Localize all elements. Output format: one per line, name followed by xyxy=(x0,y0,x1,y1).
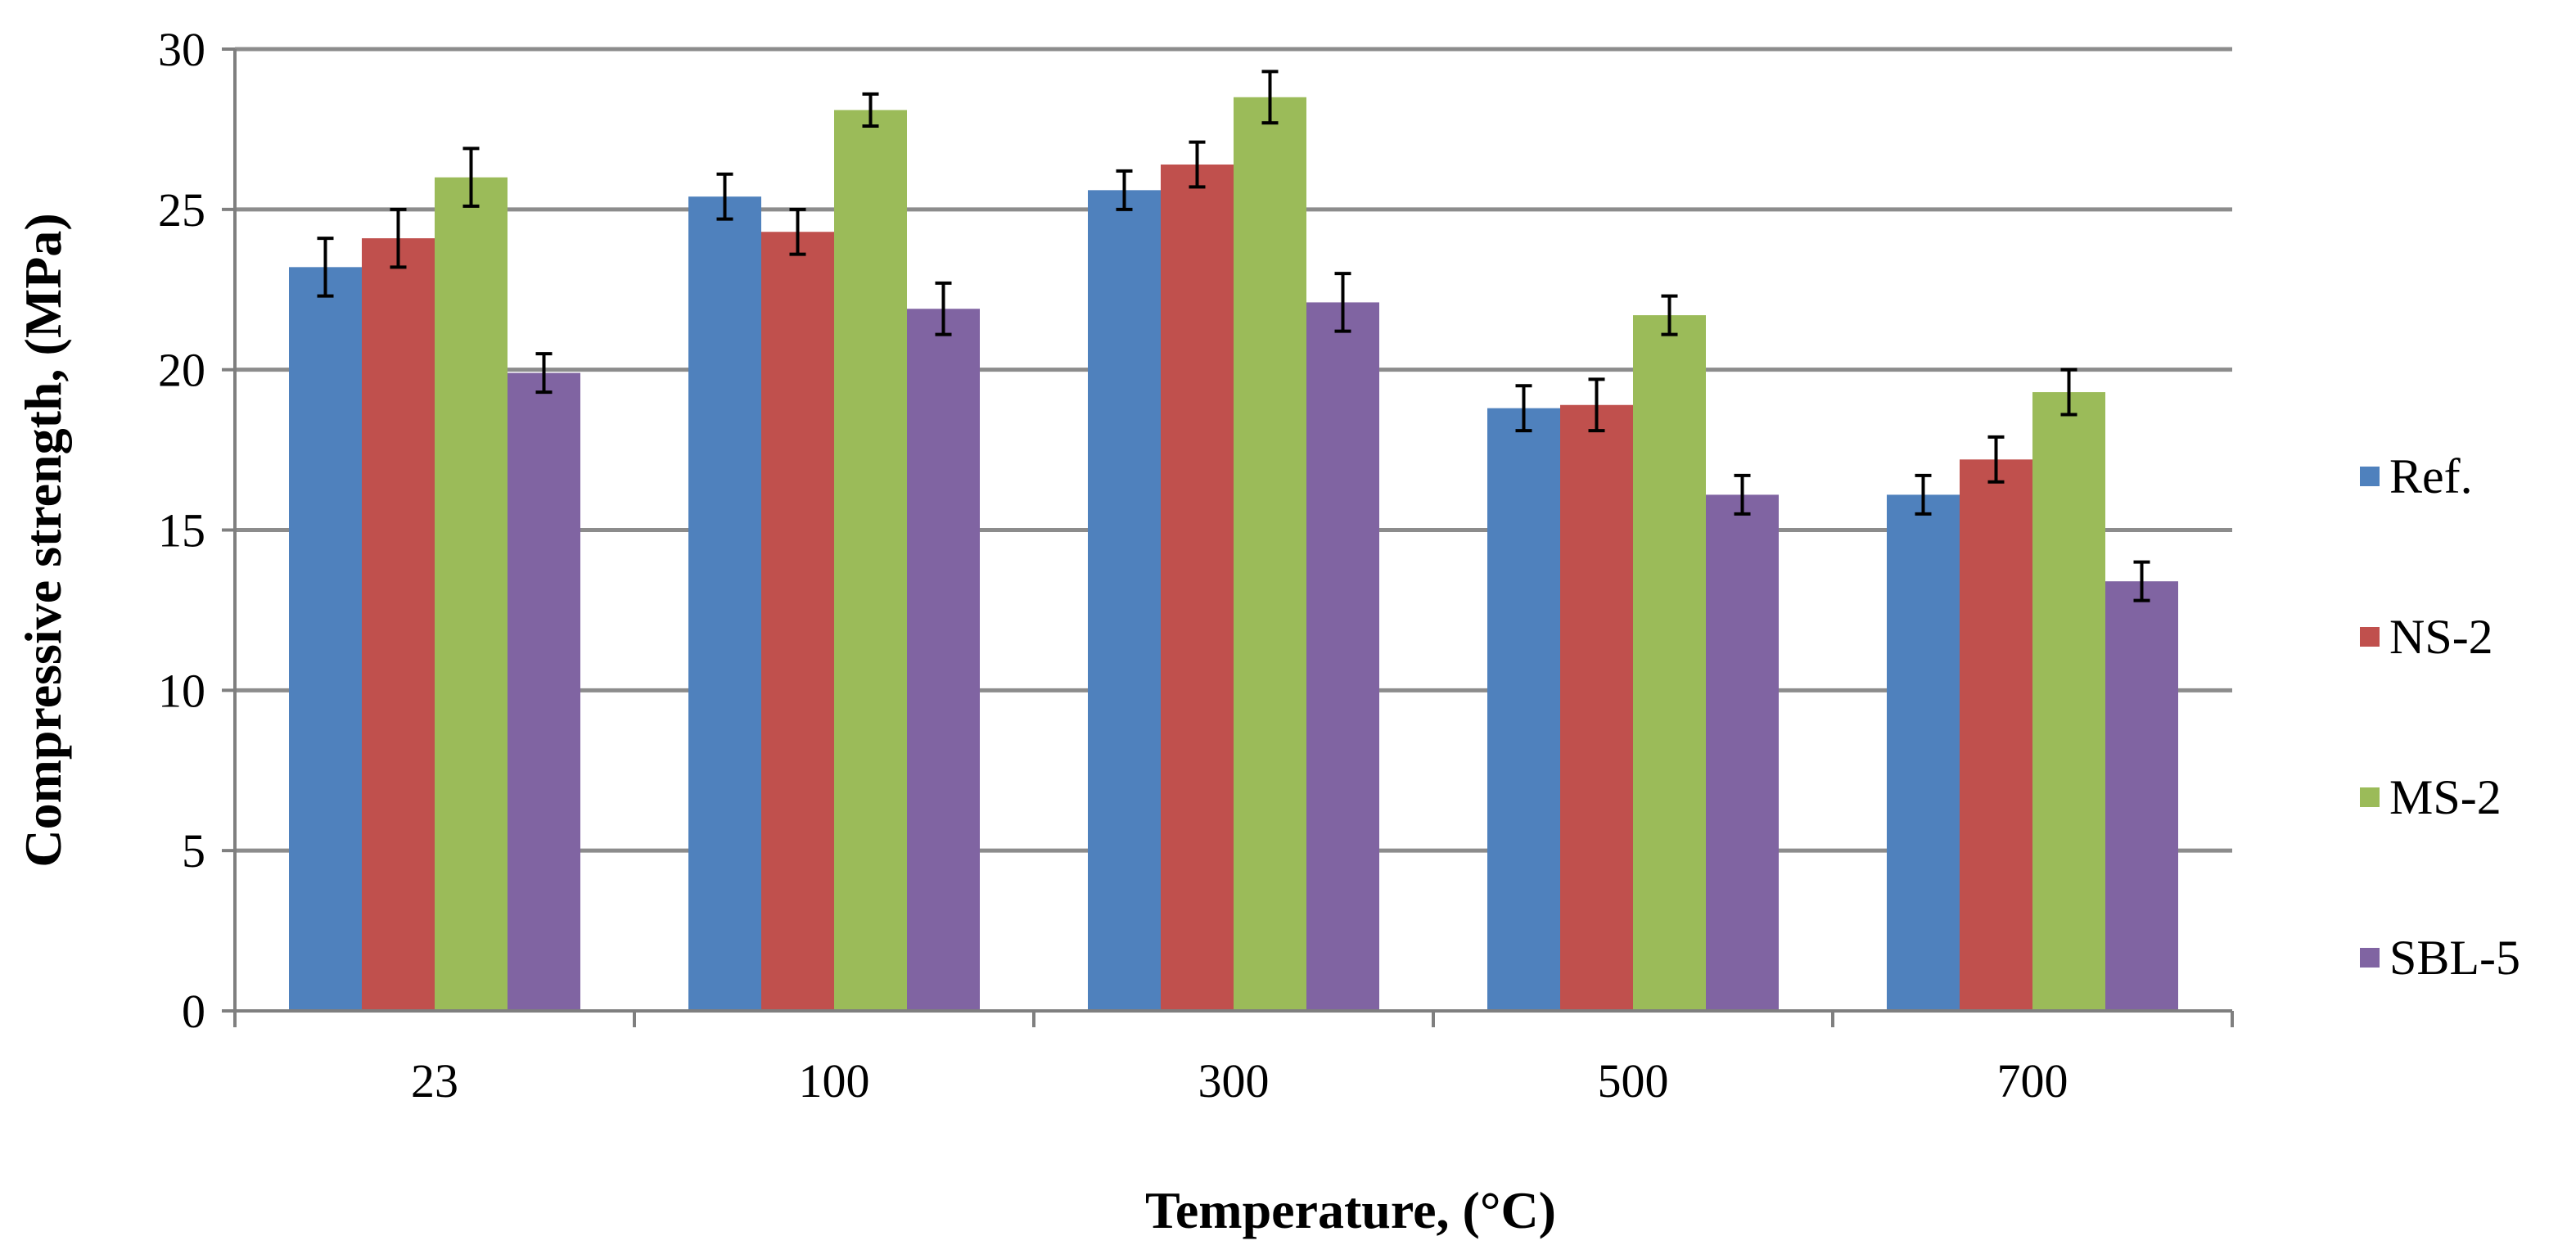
bar-ref-300 xyxy=(1088,190,1161,1012)
legend-swatch xyxy=(2360,948,2380,968)
bar-sbl5-500 xyxy=(1706,494,1779,1011)
error-bar xyxy=(390,207,407,269)
error-bar xyxy=(1261,70,1279,125)
bar-ms2-23 xyxy=(435,177,508,1011)
bar-ms2-100 xyxy=(834,110,907,1012)
bar-sbl5-300 xyxy=(1306,302,1379,1012)
error-bar xyxy=(1116,169,1133,211)
error-bar xyxy=(862,92,879,128)
bar-ms2-500 xyxy=(1633,315,1706,1011)
legend-swatch xyxy=(2360,467,2380,486)
bar-ns2-300 xyxy=(1161,165,1234,1011)
y-tick-label: 20 xyxy=(158,344,205,397)
error-bar xyxy=(317,237,334,298)
x-tick-label: 700 xyxy=(1997,1054,2068,1107)
error-bar xyxy=(1189,140,1206,189)
error-bar xyxy=(462,147,480,208)
bar-ns2-700 xyxy=(1960,459,2032,1011)
error-bar xyxy=(1515,384,1532,433)
y-tick-label: 15 xyxy=(158,504,205,557)
bar-ref-700 xyxy=(1887,494,1960,1011)
error-bar xyxy=(1588,377,1605,433)
legend: Ref. NS-2 MS-2 SBL-5 xyxy=(2360,449,2520,985)
bar-ref-500 xyxy=(1487,408,1560,1012)
y-tick-label: 5 xyxy=(182,824,205,877)
x-tick-label: 23 xyxy=(411,1054,458,1107)
bar-ref-100 xyxy=(688,196,761,1011)
bar-ref-23 xyxy=(289,267,362,1011)
bar-ns2-500 xyxy=(1560,404,1633,1011)
legend-swatch xyxy=(2360,627,2380,647)
error-bar xyxy=(1661,294,1678,336)
legend-swatch xyxy=(2360,787,2380,807)
y-tick-label: 10 xyxy=(158,664,205,717)
x-tick-label: 500 xyxy=(1598,1054,1669,1107)
bar-ms2-700 xyxy=(2032,392,2105,1011)
error-bar xyxy=(789,207,806,256)
y-tick-label: 0 xyxy=(182,985,205,1038)
legend-label: MS-2 xyxy=(2389,770,2502,824)
bar-sbl5-100 xyxy=(907,309,980,1011)
bar-sbl5-23 xyxy=(508,372,580,1011)
legend-label: Ref. xyxy=(2389,449,2473,503)
bars xyxy=(289,97,2178,1012)
error-bars xyxy=(317,70,2150,602)
error-bar xyxy=(2060,368,2077,417)
error-bar xyxy=(935,281,952,336)
bar-ns2-23 xyxy=(362,238,435,1011)
error-bar xyxy=(1734,473,1751,516)
error-bar xyxy=(2133,560,2150,602)
y-tick-label: 30 xyxy=(158,23,205,76)
y-axis-title: Compressive strength, (MPa) xyxy=(14,213,72,867)
error-bar xyxy=(716,172,733,221)
x-tick-label: 300 xyxy=(1198,1054,1270,1107)
x-tick-label: 100 xyxy=(799,1054,870,1107)
x-axis-title: Temperature, (°C) xyxy=(1145,1181,1556,1239)
error-bar xyxy=(1915,473,1932,516)
legend-label: SBL-5 xyxy=(2389,931,2520,985)
error-bar xyxy=(535,352,553,395)
y-tick-label: 25 xyxy=(158,183,205,237)
error-bar xyxy=(1334,272,1351,333)
error-bar xyxy=(1987,435,2005,484)
bar-ns2-100 xyxy=(761,232,834,1011)
bar-sbl5-700 xyxy=(2105,581,2178,1011)
axes: 0 5 10 15 20 25 30 23 100 300 500 700 xyxy=(158,23,2234,1107)
bar-ms2-300 xyxy=(1234,97,1306,1011)
legend-label: NS-2 xyxy=(2389,610,2493,664)
